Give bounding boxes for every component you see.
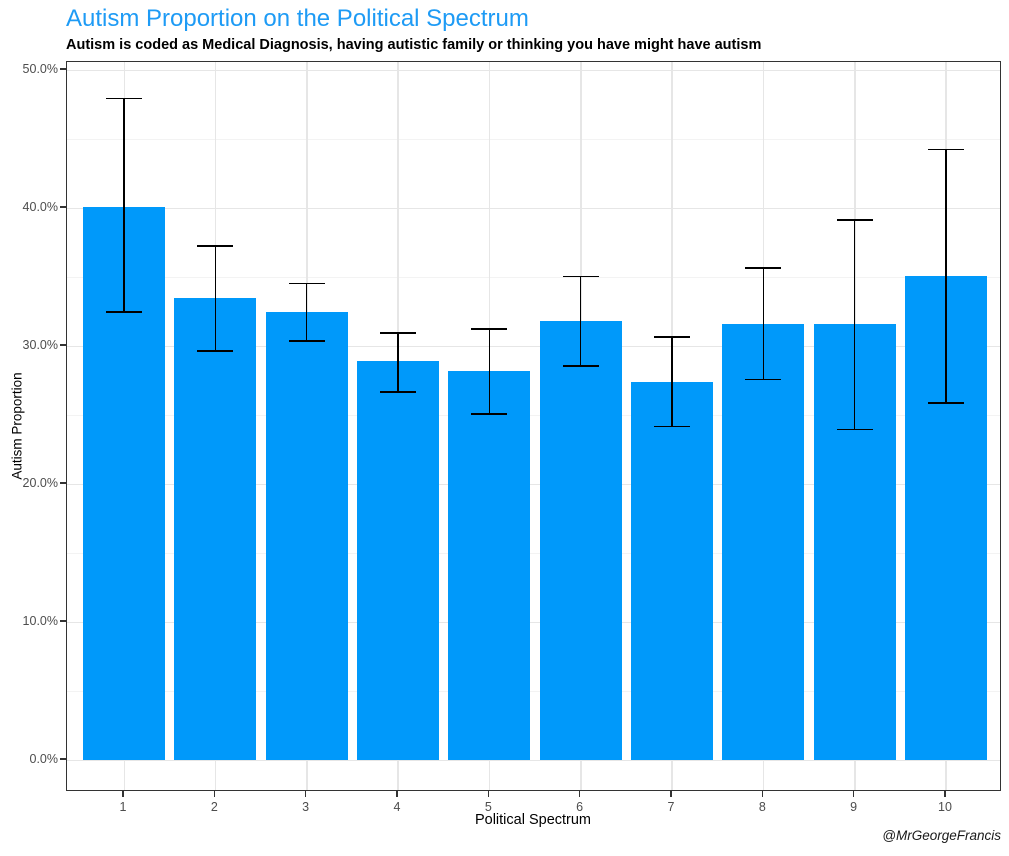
x-tick-label: 10 [938, 800, 952, 814]
x-tick-label: 8 [758, 800, 766, 814]
bar-4 [356, 361, 439, 760]
x-tick-mark [761, 791, 764, 797]
error-bar-cap-top-9 [836, 219, 873, 221]
x-tick-label: 7 [667, 800, 675, 814]
y-tick-mark [60, 620, 66, 622]
gridline-major [67, 207, 1000, 209]
error-bar-cap-top-3 [288, 282, 325, 285]
bar-2 [174, 297, 257, 760]
y-tick-label: 50.0% [22, 61, 58, 76]
x-tick-label: 6 [576, 800, 584, 814]
error-bar-cap-bottom-7 [653, 425, 690, 428]
x-tick-label: 4 [393, 800, 401, 814]
gridline-major [67, 621, 1000, 623]
x-tick-mark [487, 791, 490, 797]
bar-3 [265, 311, 348, 760]
error-bar-cap-top-2 [197, 245, 234, 247]
y-tick-label: 0.0% [29, 751, 59, 766]
gridline-minor [67, 553, 1000, 554]
x-tick-label: 1 [119, 800, 127, 814]
error-bar-stem-6 [579, 275, 582, 367]
x-tick-mark [852, 791, 855, 797]
gridline-major [67, 69, 1000, 71]
x-tick-label: 2 [210, 800, 218, 814]
y-tick-label: 20.0% [22, 475, 58, 490]
plot-panel [66, 61, 1001, 791]
error-bar-cap-bottom-3 [288, 340, 325, 342]
error-bar-cap-top-8 [745, 267, 782, 269]
gridline-minor [67, 415, 1000, 416]
error-bar-stem-1 [123, 97, 125, 313]
error-bar-cap-top-6 [562, 275, 599, 278]
gridline-minor [67, 139, 1000, 140]
x-tick-label: 5 [484, 800, 492, 814]
error-bar-cap-top-5 [471, 328, 508, 330]
y-tick-mark [60, 344, 66, 346]
x-tick-mark [944, 791, 946, 797]
x-tick-mark [213, 791, 216, 797]
gridline-major [67, 483, 1000, 485]
error-bar-stem-9 [853, 219, 856, 431]
x-tick-label: 9 [850, 800, 858, 814]
chart-title: Autism Proportion on the Political Spect… [66, 5, 529, 32]
gridline-minor [67, 691, 1000, 692]
error-bar-cap-bottom-1 [106, 311, 142, 313]
bar-7 [630, 381, 713, 760]
error-bar-cap-bottom-6 [562, 365, 599, 367]
y-tick-mark [60, 758, 66, 760]
y-tick-label: 10.0% [22, 613, 58, 628]
error-bar-stem-2 [214, 245, 217, 352]
chart-subtitle: Autism is coded as Medical Diagnosis, ha… [66, 37, 762, 53]
error-bar-cap-bottom-5 [471, 413, 508, 415]
gridline-major [67, 759, 1000, 761]
x-tick-mark [304, 791, 307, 797]
x-tick-mark [578, 791, 581, 797]
error-bar-stem-10 [945, 148, 947, 404]
error-bar-cap-top-1 [106, 97, 142, 100]
bar-8 [722, 323, 805, 760]
y-tick-mark [60, 68, 66, 70]
error-bar-stem-8 [762, 267, 765, 381]
error-bar-stem-4 [397, 332, 399, 393]
x-tick-mark [670, 791, 672, 797]
error-bar-cap-bottom-2 [197, 349, 234, 352]
y-tick-mark [60, 482, 66, 484]
error-bar-cap-top-7 [653, 336, 690, 338]
error-bar-cap-bottom-10 [927, 402, 964, 404]
error-bar-cap-bottom-8 [745, 378, 782, 381]
gridline-minor [67, 277, 1000, 278]
bar-6 [539, 321, 622, 760]
y-tick-mark [60, 206, 66, 208]
y-axis-title: Autism Proportion [9, 372, 25, 480]
gridline-major [67, 345, 1000, 347]
y-tick-label: 40.0% [22, 199, 58, 214]
error-bar-cap-top-10 [927, 148, 964, 151]
error-bar-cap-bottom-9 [836, 428, 873, 431]
x-axis-title: Political Spectrum [474, 812, 592, 828]
x-tick-mark [396, 791, 398, 797]
bar-5 [448, 370, 531, 760]
x-tick-mark [122, 791, 124, 797]
y-tick-label: 30.0% [22, 337, 58, 352]
error-bar-stem-7 [671, 336, 673, 428]
error-bar-stem-5 [488, 328, 491, 415]
error-bar-cap-bottom-4 [379, 391, 416, 393]
error-bar-cap-top-4 [379, 332, 416, 334]
error-bar-stem-3 [305, 282, 308, 342]
attribution-handle: @MrGeorgeFrancis [882, 828, 1001, 843]
x-tick-label: 3 [302, 800, 310, 814]
